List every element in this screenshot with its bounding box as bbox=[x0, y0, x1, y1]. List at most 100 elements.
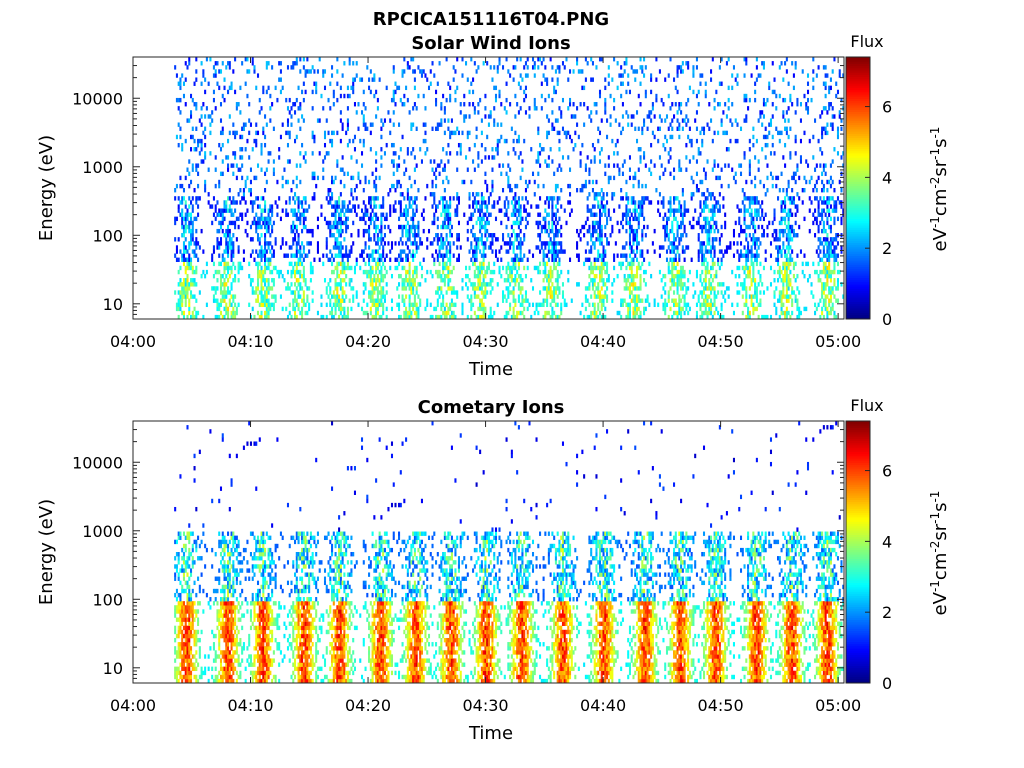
heatmap-cell bbox=[711, 167, 714, 172]
heatmap-cell bbox=[473, 110, 476, 115]
heatmap-cell bbox=[606, 118, 609, 123]
heatmap-cell bbox=[650, 171, 653, 177]
heatmap-cell bbox=[491, 147, 494, 152]
heatmap-cell bbox=[669, 257, 672, 262]
heatmap-cell bbox=[620, 81, 623, 86]
heatmap-cell bbox=[496, 122, 499, 127]
heatmap-cell bbox=[507, 261, 510, 267]
heatmap-cell bbox=[417, 310, 420, 316]
heatmap-cell bbox=[188, 257, 191, 262]
heatmap-cell bbox=[655, 188, 658, 193]
heatmap-cell bbox=[235, 106, 238, 111]
heatmap-cell bbox=[190, 278, 193, 283]
heatmap-cell bbox=[360, 216, 364, 222]
heatmap-cell bbox=[445, 200, 448, 205]
heatmap-cell bbox=[450, 310, 453, 316]
heatmap-cell bbox=[523, 138, 526, 144]
heatmap-cell bbox=[479, 204, 482, 209]
heatmap-cell bbox=[450, 314, 453, 320]
heatmap-cell bbox=[234, 134, 237, 140]
heatmap-cell bbox=[274, 200, 277, 205]
heatmap-cell bbox=[188, 282, 191, 287]
heatmap-cell bbox=[248, 69, 251, 74]
heatmap-cell bbox=[175, 97, 178, 103]
heatmap-cell bbox=[673, 290, 676, 295]
heatmap-cell bbox=[304, 282, 307, 287]
heatmap-cell bbox=[648, 110, 651, 115]
heatmap-cell bbox=[286, 212, 290, 217]
heatmap-cell bbox=[264, 245, 267, 250]
heatmap-cell bbox=[279, 69, 282, 74]
heatmap-cell bbox=[309, 269, 312, 275]
heatmap-cell bbox=[673, 261, 676, 267]
heatmap-cell bbox=[341, 265, 344, 271]
heatmap-cell bbox=[528, 302, 531, 308]
heatmap-cell bbox=[584, 167, 587, 172]
heatmap-cell bbox=[584, 57, 587, 62]
heatmap-cell bbox=[678, 269, 681, 275]
heatmap-cell bbox=[480, 237, 483, 242]
heatmap-cell bbox=[357, 126, 360, 131]
heatmap-cell bbox=[542, 278, 545, 283]
heatmap-cell bbox=[193, 188, 196, 193]
heatmap-cell bbox=[364, 269, 367, 275]
heatmap-cell bbox=[182, 216, 186, 222]
heatmap-cell bbox=[554, 233, 557, 238]
heatmap-cell bbox=[267, 212, 270, 217]
heatmap-cell bbox=[264, 114, 267, 119]
heatmap-cell bbox=[378, 278, 381, 283]
heatmap-cell bbox=[510, 265, 513, 271]
heatmap-cell bbox=[299, 273, 302, 279]
heatmap-cell bbox=[560, 204, 563, 209]
heatmap-cell bbox=[368, 253, 371, 258]
heatmap-cell bbox=[184, 200, 187, 205]
heatmap-cell bbox=[750, 179, 753, 185]
heatmap-cell bbox=[346, 122, 349, 127]
heatmap-cell bbox=[493, 65, 496, 70]
heatmap-cell bbox=[711, 302, 714, 308]
heatmap-cell bbox=[752, 302, 755, 308]
heatmap-cell bbox=[494, 147, 498, 152]
heatmap-cell bbox=[514, 282, 517, 287]
heatmap-cell bbox=[415, 204, 418, 209]
heatmap-cell bbox=[179, 290, 182, 295]
heatmap-cell bbox=[352, 175, 355, 181]
heatmap-cell bbox=[346, 265, 349, 271]
heatmap-cell bbox=[614, 241, 617, 246]
heatmap-cell bbox=[754, 183, 757, 189]
heatmap-cell bbox=[759, 298, 762, 303]
heatmap-cell bbox=[244, 200, 247, 205]
heatmap-cell bbox=[227, 278, 230, 283]
heatmap-cell bbox=[198, 118, 201, 123]
heatmap-cell bbox=[510, 241, 513, 246]
heatmap-cell bbox=[401, 224, 404, 230]
heatmap-cell bbox=[443, 163, 446, 168]
heatmap-cell bbox=[406, 192, 409, 197]
heatmap-cell bbox=[420, 69, 423, 74]
heatmap-cell bbox=[720, 122, 723, 127]
heatmap-cell bbox=[454, 130, 457, 136]
heatmap-cell bbox=[516, 278, 519, 283]
heatmap-cell bbox=[184, 102, 187, 107]
heatmap-cell bbox=[635, 208, 639, 213]
heatmap-cell bbox=[253, 216, 256, 222]
heatmap-cell bbox=[593, 273, 596, 279]
heatmap-cell bbox=[271, 302, 274, 308]
heatmap-cell bbox=[625, 212, 628, 217]
heatmap-cell bbox=[521, 298, 524, 303]
heatmap-cell bbox=[195, 228, 198, 234]
heatmap-cell bbox=[516, 310, 519, 316]
heatmap-cell bbox=[459, 142, 462, 148]
heatmap-cell bbox=[290, 122, 293, 127]
heatmap-cell bbox=[225, 200, 228, 205]
heatmap-cell bbox=[175, 216, 178, 222]
heatmap-cell bbox=[479, 265, 482, 271]
heatmap-cell bbox=[368, 257, 371, 262]
heatmap-cell bbox=[674, 302, 677, 308]
heatmap-cell bbox=[364, 220, 367, 226]
heatmap-cell bbox=[338, 228, 341, 234]
heatmap-cell bbox=[711, 204, 714, 209]
heatmap-cell bbox=[664, 233, 667, 238]
heatmap-cell bbox=[193, 278, 196, 283]
heatmap-cell bbox=[491, 204, 494, 209]
